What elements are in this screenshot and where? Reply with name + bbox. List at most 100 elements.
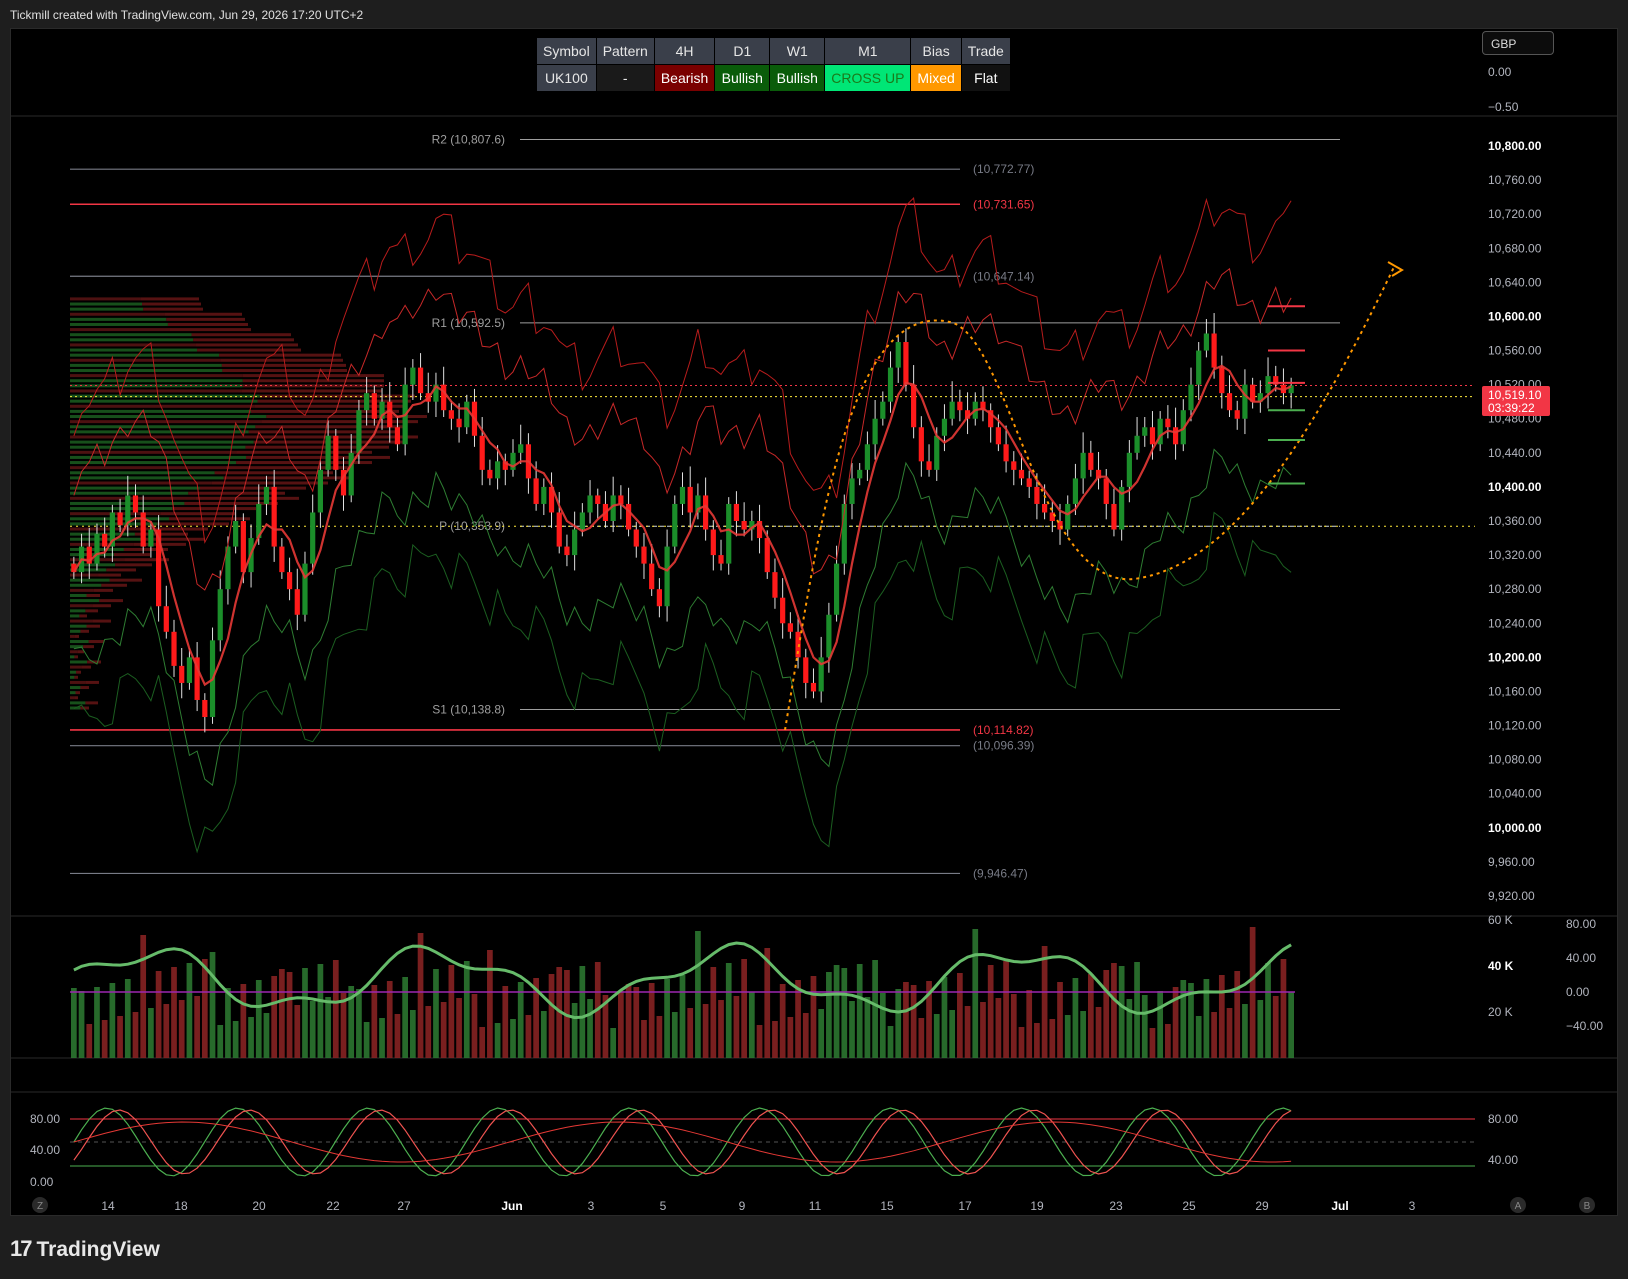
volume-bar	[201, 959, 208, 1058]
volume-bar	[340, 993, 347, 1058]
volume-bar	[456, 998, 462, 1058]
volume-profile-bar	[93, 588, 113, 592]
axis-button-circle	[1510, 1197, 1526, 1213]
volume-profile-bar	[74, 675, 78, 679]
volume-bar	[610, 1028, 617, 1058]
volume-bar	[1064, 1015, 1071, 1058]
volume-bar	[633, 987, 640, 1058]
volume-bar	[71, 988, 77, 1058]
volume-bar	[725, 963, 732, 1058]
volume-profile-bar	[70, 527, 146, 531]
volume-bar	[525, 1015, 532, 1058]
price-axis-tick: 9,960.00	[1488, 855, 1535, 869]
axis-button-label: Z	[37, 1201, 43, 1212]
volume-bar	[702, 1004, 709, 1058]
volume-bar	[394, 1014, 401, 1058]
volume-bar	[887, 1026, 894, 1058]
price-axis-tick: 10,040.00	[1488, 787, 1542, 801]
candle-body	[995, 427, 1001, 445]
tradingview-logo[interactable]: 17 TradingView	[10, 1236, 160, 1262]
chart-canvas[interactable]: 0.00 −0.50 10,800.00 10,760.00 10,720.00 10,6…	[0, 0, 1628, 1216]
volume-profile-bar	[254, 404, 405, 408]
volume-profile-bar	[70, 634, 75, 638]
currency-dropdown[interactable]: GBP	[1482, 31, 1554, 55]
candle-body	[1042, 503, 1048, 513]
stoch-axis-tick-right: 80.00	[1488, 1112, 1518, 1126]
projection-curve	[784, 264, 1396, 731]
candle-body	[271, 486, 277, 547]
candle-body	[148, 529, 154, 547]
volume-profile-bar	[245, 445, 389, 449]
candle-body	[433, 384, 439, 402]
candle-body	[841, 503, 847, 564]
candle-body	[1188, 384, 1194, 411]
volume-bar	[818, 1009, 825, 1058]
candle-body	[857, 469, 863, 479]
candle-body	[934, 435, 940, 470]
volume-profile-bar	[92, 619, 111, 623]
volume-bar	[379, 1018, 385, 1058]
th-w1: W1	[769, 37, 826, 65]
candle-body	[872, 418, 878, 445]
axis-round-button: A	[1510, 1197, 1526, 1213]
volume-profile-bar	[70, 553, 114, 557]
volume-bar	[1218, 975, 1225, 1058]
volume-profile-bar	[221, 363, 346, 367]
candle-body	[1088, 452, 1094, 470]
volume-profile-bar	[70, 297, 141, 301]
volume-profile-bar	[70, 317, 167, 321]
volume-profile-bar	[70, 599, 100, 603]
volume-profile-bar	[70, 389, 242, 393]
volume-profile-bar	[70, 578, 110, 582]
volume-bar	[764, 948, 771, 1058]
candle-body	[518, 444, 524, 453]
volume-profile-bar	[70, 568, 107, 572]
volume-bar	[918, 1018, 925, 1058]
header-bar: Tickmill created with TradingView.com, J…	[0, 0, 1628, 28]
volume-profile-bar	[70, 609, 86, 613]
volume-bar	[833, 965, 840, 1058]
candle-body	[340, 469, 347, 496]
volume-profile-bar	[74, 696, 78, 700]
candle-body	[756, 521, 763, 539]
candle-body	[1095, 469, 1102, 479]
lower-band-inner	[73, 448, 1292, 787]
volume-bar	[802, 1013, 809, 1058]
volume-profile-bar	[70, 588, 94, 592]
volume-bar	[386, 981, 393, 1058]
candle-body	[132, 495, 139, 513]
volume-profile-bar	[70, 338, 194, 342]
candle-body	[887, 367, 894, 402]
volume-profile-bar	[144, 537, 205, 541]
volume-bar	[448, 965, 455, 1058]
momentum-axis-tick: 40.00	[1566, 951, 1596, 965]
volume-bar	[1234, 971, 1241, 1058]
volume-profile-bar	[70, 512, 161, 516]
volume-bar	[356, 989, 362, 1058]
volume-bar	[1072, 978, 1079, 1058]
volume-profile-bar	[85, 609, 98, 613]
horizontal-level-label: (10,647.14)	[973, 269, 1034, 283]
volume-profile-bar	[246, 455, 390, 459]
volume-bar	[1157, 991, 1164, 1058]
time-axis-tick: 19	[1030, 1199, 1044, 1213]
volume-bar	[302, 968, 308, 1058]
volume-profile-bar	[70, 445, 246, 449]
moving-average-line	[72, 364, 1292, 687]
candle-body	[633, 529, 639, 547]
volume-bar	[240, 984, 247, 1058]
volume-profile-bar	[70, 333, 192, 337]
time-axis-tick: 20	[252, 1199, 266, 1213]
volume-bar	[510, 1019, 516, 1058]
time-axis-tick: 3	[588, 1199, 595, 1213]
candle-body	[448, 410, 454, 419]
volume-bar	[494, 1023, 501, 1058]
price-axis-tick: 10,720.00	[1488, 207, 1542, 221]
volume-axis-tick: 60 K	[1488, 913, 1513, 927]
th-m1: M1	[824, 37, 912, 65]
candle-body	[911, 384, 917, 428]
candle-body	[479, 435, 485, 470]
momentum-line	[73, 941, 1292, 1020]
volume-bar	[101, 1020, 108, 1058]
candle-body	[494, 461, 501, 479]
